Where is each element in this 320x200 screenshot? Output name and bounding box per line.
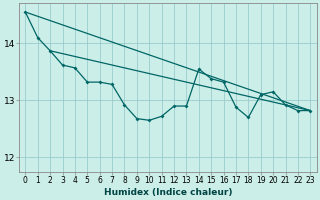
X-axis label: Humidex (Indice chaleur): Humidex (Indice chaleur) <box>104 188 232 197</box>
